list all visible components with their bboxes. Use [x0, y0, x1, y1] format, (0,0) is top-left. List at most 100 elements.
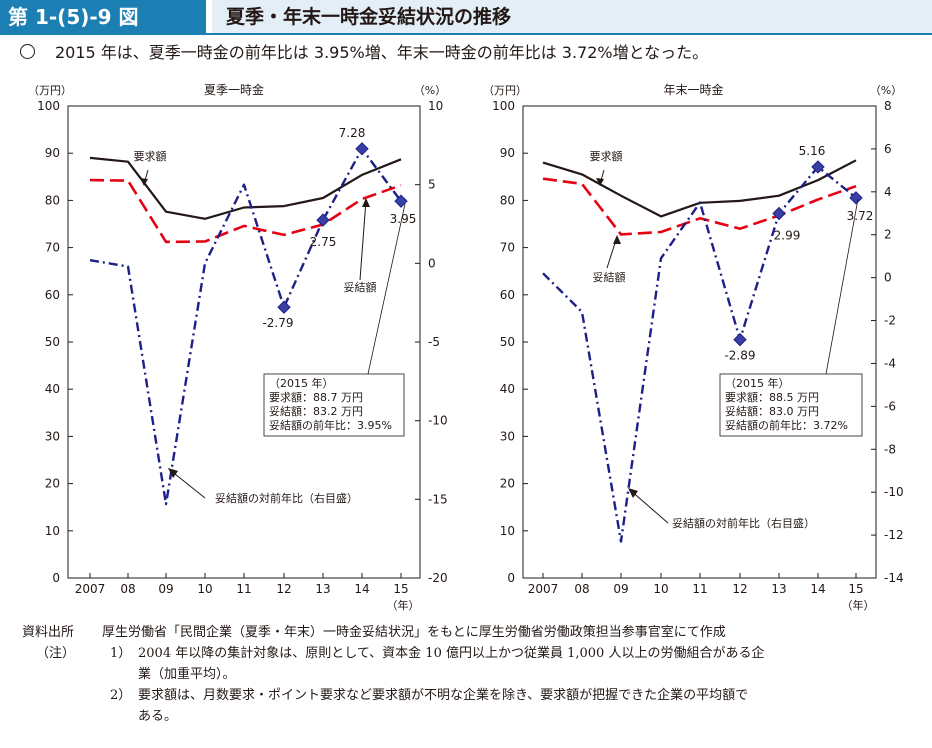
summary-text: 2015 年は、夏季一時金の前年比は 3.95%増、年末一時金の前年比は 3.7…	[55, 43, 709, 62]
infobox-line: 妥結額：83.0 万円	[725, 404, 819, 418]
x-tick-label: 14	[354, 582, 369, 596]
x-tick-label: 09	[613, 582, 628, 596]
left-tick-label: 80	[45, 193, 60, 207]
source-text: 厚生労働省「民間企業（夏季・年末）一時金妥結状況」をもとに厚生労働省労働政策担当…	[102, 625, 726, 640]
growth-data-label: 2.75	[310, 235, 337, 249]
arrowhead-icon	[596, 178, 604, 186]
annotation-growth: 妥結額の対前年比（右目盛）	[672, 516, 815, 530]
note-text-1a: 2004 年以降の集計対象は、原則として、資本金 10 億円以上かつ従業員 1,…	[138, 646, 765, 661]
left-tick-label: 60	[500, 288, 515, 302]
series-line-settled	[89, 178, 402, 244]
note-row-2: 2） 要求額は、月数要求・ポイント要求など要求額が不明な企業を除き、要求額が把握…	[22, 685, 922, 706]
left-tick-label: 0	[52, 571, 60, 585]
note-number-2: 2）	[110, 688, 132, 703]
x-tick-label: 13	[315, 582, 330, 596]
plot-frame	[67, 105, 421, 579]
annotation-demand: 要求額	[134, 150, 167, 163]
right-tick-label: 0	[884, 271, 892, 285]
annotation-arrow	[629, 489, 669, 524]
right-tick-label: -6	[884, 399, 896, 413]
bullet-circle-icon	[20, 44, 35, 59]
x-tick-label: 2007	[528, 582, 559, 596]
note-text-2b: ある。	[138, 709, 178, 724]
right-tick-label: -20	[428, 571, 448, 585]
left-tick-label: 10	[45, 524, 60, 538]
annotation-settled: 妥結額	[344, 280, 377, 294]
charts-canvas: 0102030405060708090100-20-15-10-50510200…	[28, 82, 904, 612]
right-tick-label: 0	[428, 256, 436, 270]
infobox-frame	[263, 373, 405, 437]
left-tick-label: 50	[45, 335, 60, 349]
infobox-line: 妥結額の前年比：3.95%	[269, 418, 392, 432]
growth-marker	[733, 332, 747, 347]
right-tick-label: -14	[884, 571, 904, 585]
infobox-frame	[719, 373, 863, 437]
summary-line: 2015 年は、夏季一時金の前年比は 3.95%増、年末一時金の前年比は 3.7…	[20, 38, 708, 68]
notes-block: 資料出所 厚生労働省「民間企業（夏季・年末）一時金妥結状況」をもとに厚生労働省労…	[22, 622, 922, 727]
annotation-demand: 要求額	[590, 150, 623, 163]
series-line-demand	[542, 159, 857, 218]
left-tick-label: 20	[45, 477, 60, 491]
growth-marker	[355, 142, 369, 156]
arrowhead-icon	[628, 488, 638, 498]
right-tick-label: 2	[884, 228, 892, 242]
source-label: 資料出所	[22, 625, 75, 640]
right-tick-label: -5	[428, 335, 440, 349]
arrowhead-icon	[613, 235, 621, 244]
x-axis-unit: （年）	[842, 598, 875, 612]
x-tick-label: 2007	[75, 582, 106, 596]
x-tick-label: 08	[574, 582, 589, 596]
infobox-line: （2015 年）	[725, 376, 790, 390]
left-tick-label: 90	[500, 146, 515, 160]
right-tick-label: -8	[884, 442, 896, 456]
growth-data-label: 2.99	[774, 228, 801, 242]
right-tick-label: -10	[884, 485, 904, 499]
right-tick-label: -10	[428, 414, 448, 428]
note-row-1b: 業（加重平均）。	[22, 664, 922, 685]
growth-data-label: 3.95	[390, 212, 417, 226]
x-tick-label: 15	[848, 582, 863, 596]
growth-marker	[277, 300, 291, 314]
right-tick-label: 5	[428, 178, 436, 192]
panel-title: 年末一時金	[663, 82, 723, 97]
arrowhead-icon	[362, 198, 370, 207]
left-tick-label: 30	[45, 429, 60, 443]
left-tick-label: 40	[45, 382, 60, 396]
note-row-2b: ある。	[22, 706, 922, 727]
left-tick-label: 50	[500, 335, 515, 349]
panel-title: 夏季一時金	[204, 82, 264, 97]
source-row: 資料出所 厚生労働省「民間企業（夏季・年末）一時金妥結状況」をもとに厚生労働省労…	[22, 622, 922, 643]
series-line-settled	[542, 177, 857, 236]
infobox-leader	[367, 203, 406, 375]
left-tick-label: 100	[37, 99, 60, 113]
growth-marker	[772, 206, 786, 221]
arrowhead-icon	[168, 468, 178, 478]
note-text-2a: 要求額は、月数要求・ポイント要求など要求額が不明な企業を除き、要求額が把握できた…	[138, 688, 749, 703]
x-tick-label: 12	[732, 582, 747, 596]
figure-header: 第 1-(5)-9 図 夏季・年末一時金妥結状況の推移	[0, 0, 932, 35]
right-axis-unit: （%）	[414, 84, 446, 97]
growth-data-label: 5.16	[799, 144, 826, 158]
infobox-line: 妥結額の前年比：3.72%	[725, 418, 848, 432]
x-tick-label: 11	[692, 582, 707, 596]
growth-marker	[316, 213, 330, 227]
series-line-growth	[542, 165, 857, 543]
note-number-1: 1）	[110, 646, 132, 661]
left-tick-label: 100	[492, 99, 515, 113]
note-text-1b: 業（加重平均）。	[138, 667, 236, 682]
left-tick-label: 60	[45, 288, 60, 302]
right-tick-label: 4	[884, 185, 892, 199]
figure-title: 夏季・年末一時金妥結状況の推移	[212, 0, 932, 34]
figure-number: 第 1-(5)-9 図	[0, 0, 206, 34]
growth-data-label: -2.79	[262, 316, 293, 330]
right-tick-label: 8	[884, 99, 892, 113]
notes-label: （注）	[36, 646, 76, 661]
left-tick-label: 70	[500, 241, 515, 255]
left-axis-unit: （万円）	[28, 84, 72, 97]
right-tick-label: -4	[884, 356, 896, 370]
right-axis-unit: （%）	[870, 84, 902, 97]
left-tick-label: 90	[45, 146, 60, 160]
x-tick-label: 10	[653, 582, 668, 596]
infobox-line: 妥結額：83.2 万円	[269, 404, 363, 418]
growth-marker	[394, 194, 408, 208]
